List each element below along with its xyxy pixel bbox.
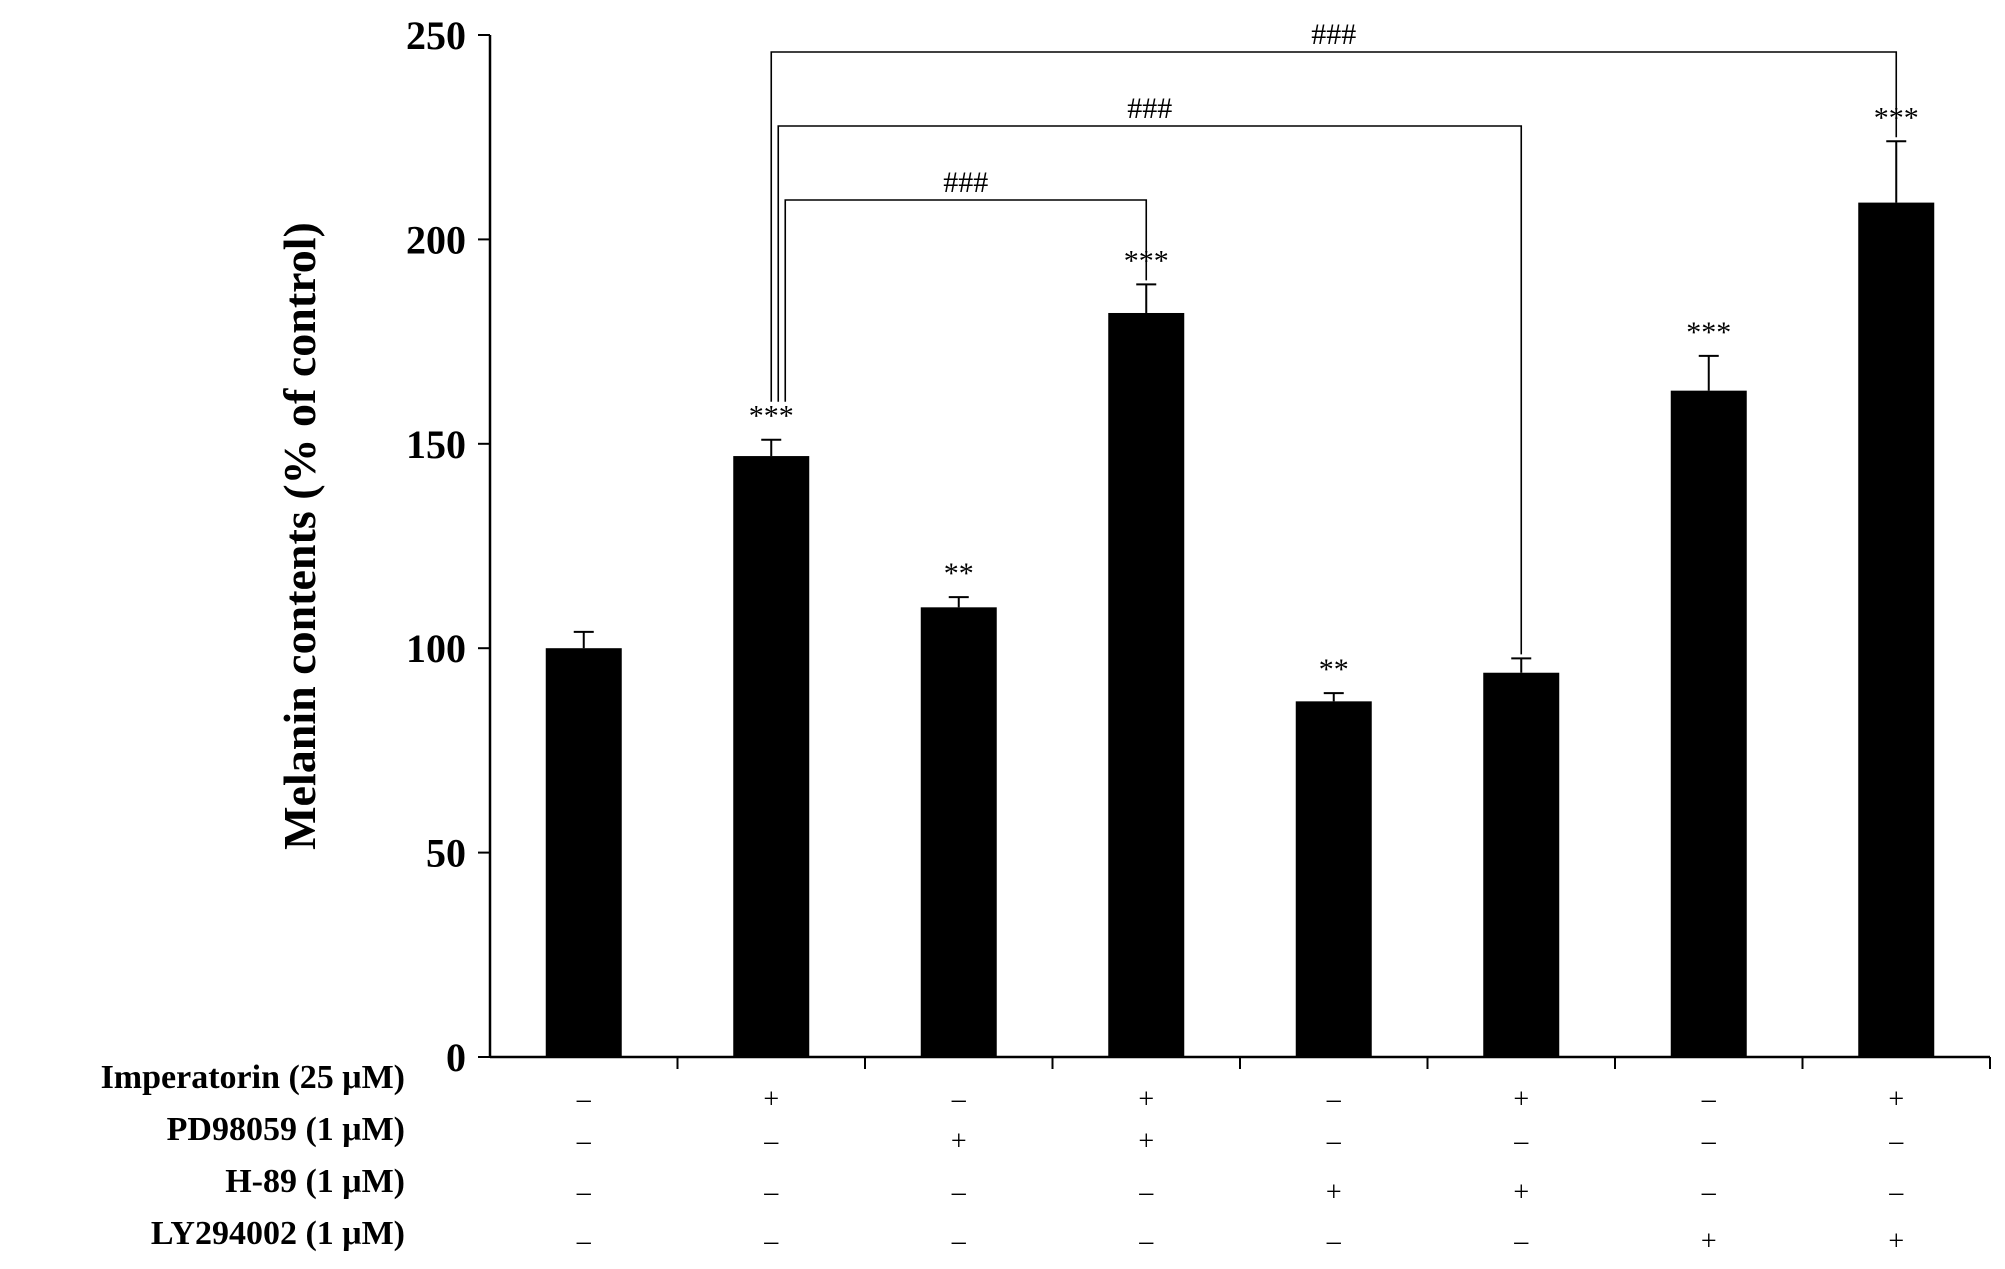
condition-sign: – [763,1177,779,1208]
significance-label: ** [1319,653,1349,686]
y-axis-label: Melanin contents (% of control) [274,222,325,850]
condition-sign: – [576,1084,592,1115]
bar [1670,390,1747,1057]
comparison-label: ### [1127,92,1172,125]
condition-sign: – [951,1226,967,1257]
condition-sign: + [1138,1084,1154,1115]
condition-sign: – [1326,1126,1342,1157]
condition-label: LY294002 (1 μM) [151,1215,405,1252]
condition-table: Imperatorin (25 μM) – + – + – + – + PD98059 (1 μM… [101,1059,1905,1257]
x-ticks [676,1057,1991,1069]
condition-sign: – [1701,1126,1717,1157]
bar [1108,312,1185,1057]
condition-sign: + [1326,1177,1342,1208]
condition-sign: + [1513,1177,1529,1208]
bar [733,456,810,1058]
condition-sign: – [1701,1084,1717,1115]
bars [545,202,1935,1058]
y-tick-label: 250 [406,13,466,58]
y-tick-label: 100 [406,626,466,671]
condition-sign: – [763,1226,779,1257]
comparison-label: ### [1311,18,1356,51]
condition-sign: – [763,1126,779,1157]
condition-label: PD98059 (1 μM) [167,1111,405,1148]
comparison-brackets: ### ### ### [770,18,1898,655]
condition-sign: – [1326,1084,1342,1115]
condition-sign: + [1138,1126,1154,1157]
condition-sign: + [1888,1084,1904,1115]
condition-sign: – [1138,1226,1154,1257]
y-tick-label: 200 [406,217,466,262]
y-tick-label: 150 [406,422,466,467]
condition-sign: – [1701,1177,1717,1208]
condition-sign: – [951,1177,967,1208]
comparison-label: ### [943,166,988,199]
condition-sign: + [1701,1226,1717,1257]
condition-sign: – [951,1084,967,1115]
comparison-bracket [770,51,1898,402]
condition-sign: – [1326,1226,1342,1257]
error-bars [573,140,1907,702]
condition-sign: – [1888,1126,1904,1157]
condition-sign: – [1513,1126,1529,1157]
bar [1483,672,1560,1057]
condition-sign: – [576,1126,592,1157]
condition-sign: – [1888,1177,1904,1208]
comparison-bracket [777,125,1523,655]
condition-sign: + [763,1084,779,1115]
bar [1858,202,1935,1057]
condition-sign: + [951,1126,967,1157]
y-ticks: 0 50 100 150 200 250 [406,13,490,1080]
significance-label: ** [944,557,974,590]
condition-sign: – [1138,1177,1154,1208]
condition-label: Imperatorin (25 μM) [101,1059,405,1096]
condition-sign: – [576,1226,592,1257]
condition-sign: + [1513,1084,1529,1115]
condition-sign: – [1513,1226,1529,1257]
comparison-bracket [784,199,1148,402]
significance-label: *** [1686,316,1731,349]
bar [1295,701,1372,1057]
y-tick-label: 0 [446,1035,466,1080]
condition-sign: – [576,1177,592,1208]
bar [545,648,622,1057]
condition-sign: + [1888,1226,1904,1257]
condition-label: H-89 (1 μM) [225,1163,405,1200]
axes [488,35,1990,1059]
bar [920,607,997,1057]
y-tick-label: 50 [426,831,466,876]
significance-label: *** [749,400,794,433]
